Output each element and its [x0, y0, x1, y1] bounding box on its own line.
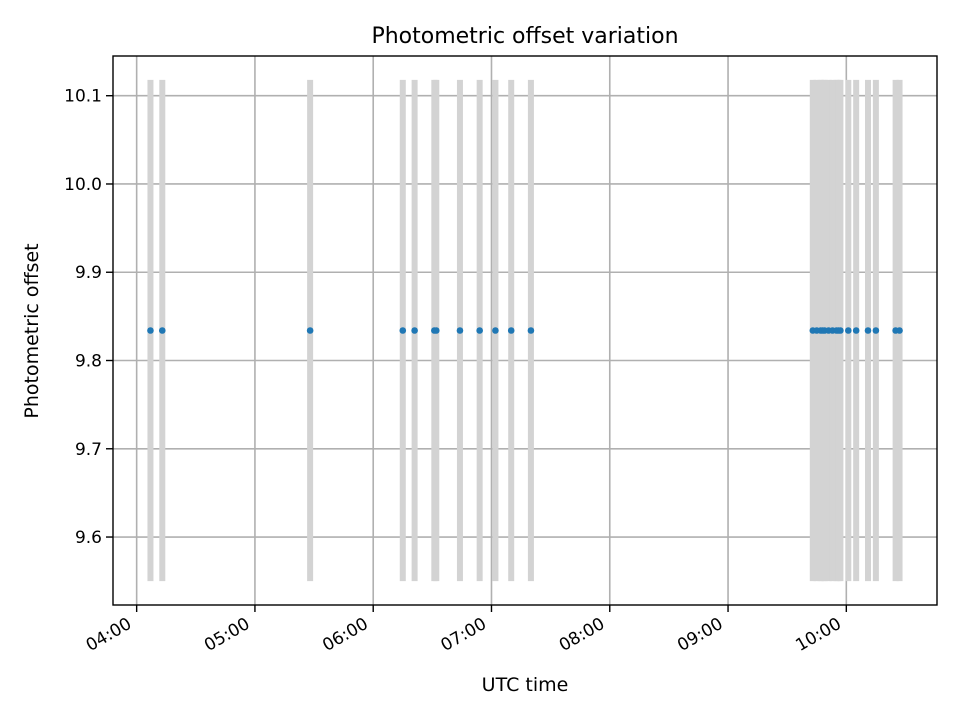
y-tick-label: 9.9 [75, 263, 102, 283]
plot-frame [112, 55, 938, 606]
data-point [896, 327, 903, 334]
data-point [399, 327, 407, 334]
axis-ticks: 04:00 05:00 06:00 07:00 08:00 09:00 10:00 9.6 9.… [64, 87, 848, 656]
data-point [507, 327, 515, 334]
data-point [872, 327, 880, 334]
data-point [456, 327, 464, 334]
x-tick-label: 04:00 [83, 614, 135, 656]
chart-title: Photometric offset variation [371, 24, 678, 49]
y-tick-label: 9.6 [75, 528, 102, 548]
x-tick-label: 10:00 [792, 614, 844, 656]
data-point [527, 327, 535, 334]
x-tick-label: 09:00 [674, 614, 726, 656]
y-tick-label: 9.7 [75, 440, 102, 460]
y-tick-label: 9.8 [75, 352, 102, 372]
y-tick-label: 10.0 [64, 175, 102, 195]
y-tick-label: 10.1 [64, 87, 102, 107]
data-point [864, 327, 872, 334]
data-point [852, 327, 860, 334]
data-point [476, 327, 483, 334]
x-tick-label: 05:00 [201, 614, 253, 656]
y-axis-label: Photometric offset [21, 243, 43, 418]
x-tick-label: 06:00 [319, 614, 371, 656]
data-point [492, 327, 499, 334]
data-point [306, 327, 314, 334]
x-tick-label: 07:00 [438, 614, 490, 656]
exposure-bands [147, 79, 903, 582]
x-axis-label: UTC time [482, 674, 569, 696]
data-point [158, 327, 166, 334]
x-tick-label: 08:00 [556, 614, 608, 656]
data-point [147, 327, 154, 334]
grid [113, 56, 937, 605]
data-point [837, 327, 844, 334]
data-points [147, 327, 903, 334]
data-point [411, 327, 418, 334]
data-point [432, 327, 440, 334]
data-point [844, 327, 852, 334]
